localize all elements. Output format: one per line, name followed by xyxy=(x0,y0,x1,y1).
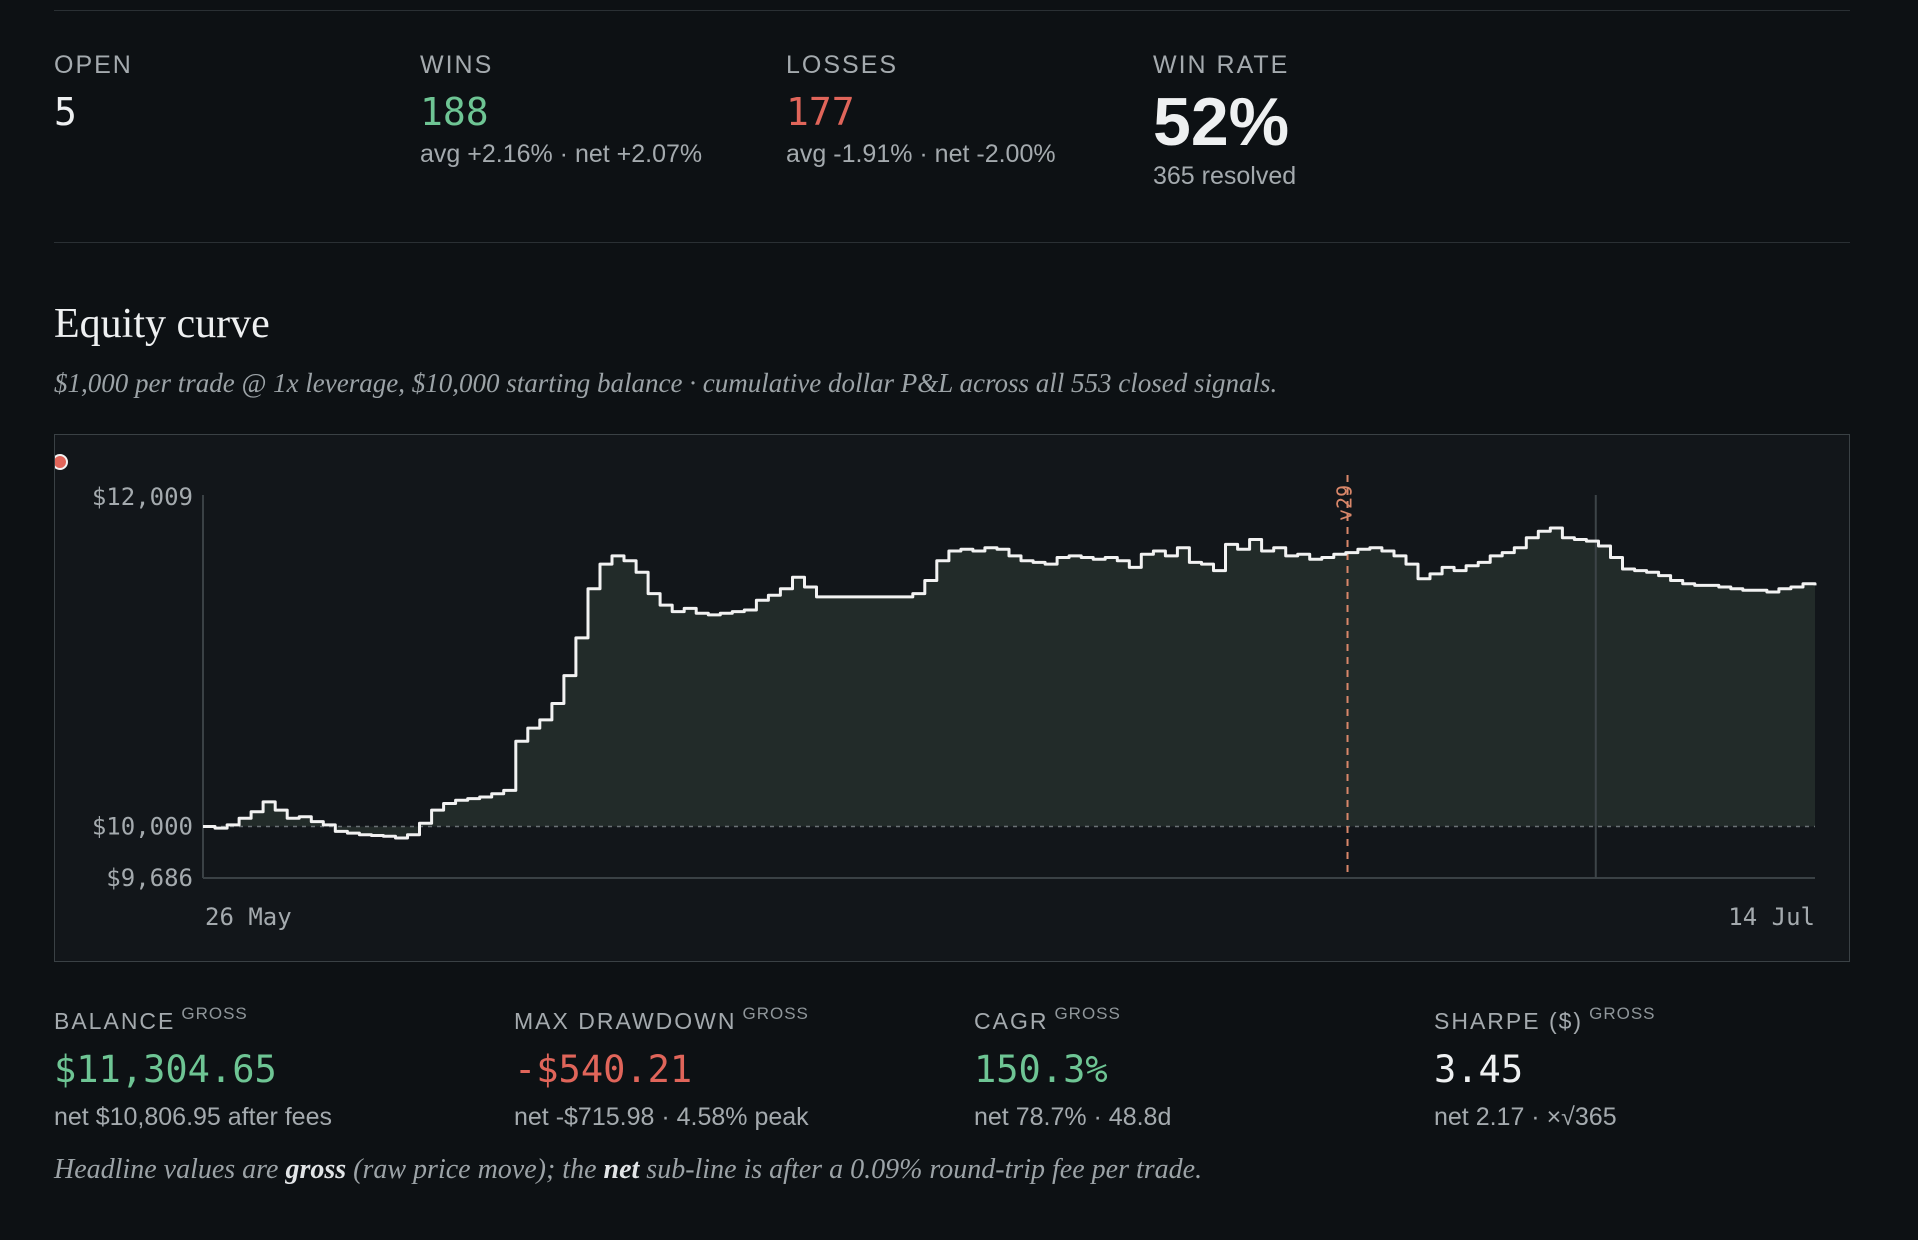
metric-cagr-tag: GROSS xyxy=(1054,1004,1121,1023)
equity-subtitle: $1,000 per trade @ 1x leverage, $10,000 … xyxy=(54,368,1278,398)
y-tick-label: $10,000 xyxy=(92,813,193,841)
stat-open-label: OPEN xyxy=(54,51,133,79)
metric-cagr-sub: net 78.7% · 48.8d xyxy=(974,1103,1172,1131)
metric-sharpe-label: SHARPE ($) xyxy=(1434,1008,1584,1034)
stats-divider xyxy=(54,242,1850,243)
equity-chart[interactable]: v29 $12,009 $10,000 $9,686 26 May 14 Jul xyxy=(54,434,1850,962)
stat-losses: LOSSES 177 avg -1.91% · net -2.00% xyxy=(786,50,1056,169)
metric-sharpe: SHARPE ($) GROSS 3.45 net 2.17 · ×√365 xyxy=(1434,1004,1656,1132)
footnote: Headline values are gross (raw price mov… xyxy=(54,1154,1202,1186)
stat-wins-sub: avg +2.16% · net +2.07% xyxy=(420,140,703,168)
footnote-net: net xyxy=(603,1154,640,1185)
x-tick-label: 26 May xyxy=(205,903,292,931)
top-divider xyxy=(54,10,1850,11)
stat-wins: WINS 188 avg +2.16% · net +2.07% xyxy=(420,50,702,169)
metric-max-drawdown-value: -$540.21 xyxy=(514,1048,693,1091)
metric-sharpe-tag: GROSS xyxy=(1589,1004,1656,1023)
metric-max-drawdown-tag: GROSS xyxy=(742,1004,809,1023)
x-tick-label: 14 Jul xyxy=(1728,903,1815,931)
metric-max-drawdown: MAX DRAWDOWN GROSS -$540.21 net -$715.98 … xyxy=(514,1004,809,1132)
stat-wins-value: 188 xyxy=(420,90,489,134)
equity-line xyxy=(203,526,1817,840)
stat-win-rate: WIN RATE 52% 365 resolved xyxy=(1153,50,1296,191)
footnote-part1: Headline values are xyxy=(54,1154,286,1185)
stat-win-rate-value: 52% xyxy=(1153,84,1290,160)
stat-win-rate-sub: 365 resolved xyxy=(1153,162,1297,190)
live-indicator-icon xyxy=(55,454,68,470)
equity-area xyxy=(203,528,1815,838)
metric-balance: BALANCE GROSS $11,304.65 net $10,806.95 a… xyxy=(54,1004,332,1132)
stat-losses-sub: avg -1.91% · net -2.00% xyxy=(786,140,1056,168)
stat-win-rate-label: WIN RATE xyxy=(1153,51,1290,79)
metric-sharpe-value: 3.45 xyxy=(1434,1048,1524,1091)
stat-losses-label: LOSSES xyxy=(786,51,899,79)
metric-max-drawdown-label: MAX DRAWDOWN xyxy=(514,1008,737,1034)
metric-sharpe-sub: net 2.17 · ×√365 xyxy=(1434,1103,1617,1131)
equity-chart-svg: v29 $12,009 $10,000 $9,686 26 May 14 Jul xyxy=(55,454,1817,931)
metric-balance-tag: GROSS xyxy=(181,1004,248,1023)
stat-wins-label: WINS xyxy=(420,51,494,79)
footnote-gross: gross xyxy=(285,1154,347,1185)
stat-open: OPEN 5 xyxy=(54,50,133,136)
y-tick-label: $9,686 xyxy=(106,864,193,892)
version-marker-label: v29 xyxy=(1333,485,1357,521)
y-tick-label: $12,009 xyxy=(92,483,193,511)
stat-losses-value: 177 xyxy=(786,90,855,134)
metric-max-drawdown-sub: net -$715.98 · 4.58% peak xyxy=(514,1103,809,1131)
metric-balance-label: BALANCE xyxy=(54,1008,176,1034)
metric-balance-sub: net $10,806.95 after fees xyxy=(54,1103,332,1131)
metric-cagr-value: 150.3% xyxy=(974,1048,1108,1091)
metric-cagr: CAGR GROSS 150.3% net 78.7% · 48.8d xyxy=(974,1004,1171,1132)
metric-balance-value: $11,304.65 xyxy=(54,1048,277,1091)
footnote-part3: sub-line is after a 0.09% round-trip fee… xyxy=(639,1154,1203,1185)
stat-open-value: 5 xyxy=(54,90,77,134)
equity-title: Equity curve xyxy=(54,301,270,347)
footnote-part2: (raw price move); the xyxy=(346,1154,604,1185)
axis-ticks: $12,009 $10,000 $9,686 26 May 14 Jul xyxy=(92,483,1815,931)
metric-cagr-label: CAGR xyxy=(974,1008,1049,1034)
